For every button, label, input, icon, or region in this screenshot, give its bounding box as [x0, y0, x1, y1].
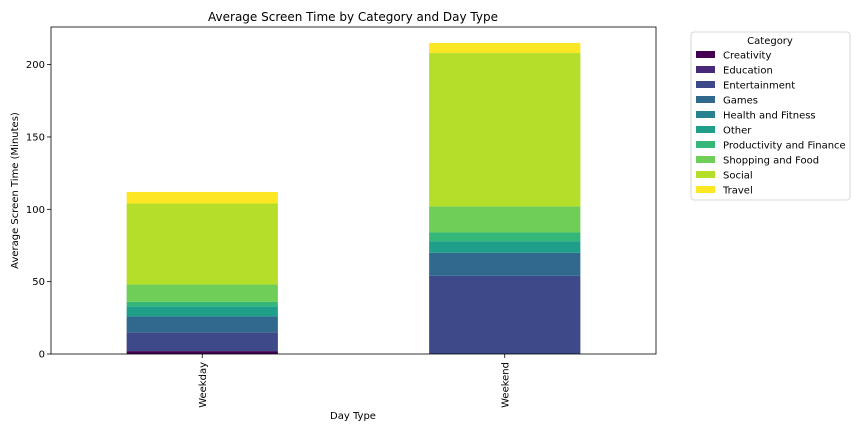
legend-swatch-creativity — [696, 51, 715, 58]
bar-weekday-productivity-and-finance — [126, 301, 278, 307]
legend-items: Creativity Education Entertainment Games Hea… — [696, 51, 846, 197]
bar-weekend-travel — [429, 42, 581, 54]
legend-label-creativity: Creativity — [723, 51, 771, 62]
legend-swatch-shopping-and-food — [696, 156, 715, 163]
legend-label-shopping-and-food: Shopping and Food — [723, 156, 819, 167]
y-tick-label-50: 50 — [32, 277, 45, 288]
legend-swatch-education — [696, 66, 715, 73]
chart-title: Average Screen Time by Category and Day … — [208, 10, 498, 24]
bar-weekend-games — [429, 252, 581, 276]
y-axis-label: Average Screen Time (Minutes) — [10, 112, 21, 269]
legend: Category Creativity Education Entertainmen… — [690, 31, 851, 201]
legend-label-travel: Travel — [722, 186, 753, 197]
legend-label-social: Social — [723, 171, 753, 182]
x-tick-label-weekday: Weekday — [198, 362, 209, 408]
legend-label-entertainment: Entertainment — [723, 81, 795, 92]
legend-swatch-social — [696, 171, 715, 178]
legend-label-education: Education — [723, 66, 773, 77]
bar-weekday-social — [126, 203, 278, 285]
bar-weekday-shopping-and-food — [126, 284, 278, 302]
bar-weekday-creativity — [126, 351, 278, 354]
bar-weekday-other — [126, 306, 278, 317]
y-tick-label-150: 150 — [26, 132, 45, 143]
legend-swatch-travel — [696, 186, 715, 193]
bar-weekday-entertainment — [126, 332, 278, 352]
legend-label-other: Other — [723, 126, 752, 137]
bar-weekend-other — [429, 241, 581, 253]
y-axis: 0 50 100 150 200 — [26, 60, 51, 361]
x-axis-label: Day Type — [330, 411, 376, 422]
legend-title: Category — [747, 36, 793, 47]
bar-weekend-social — [429, 53, 581, 207]
legend-label-games: Games — [723, 96, 758, 107]
legend-label-health-and-fitness: Health and Fitness — [723, 111, 816, 122]
y-tick-label-100: 100 — [26, 205, 45, 216]
y-tick-label-0: 0 — [39, 350, 45, 361]
bars-group — [126, 42, 581, 354]
bar-weekday-games — [126, 316, 278, 333]
bar-weekend-shopping-and-food — [429, 206, 581, 233]
legend-swatch-entertainment — [696, 81, 715, 88]
legend-swatch-other — [696, 126, 715, 133]
legend-label-productivity-and-finance: Productivity and Finance — [723, 141, 846, 152]
bar-weekday-travel — [126, 191, 278, 204]
bar-weekend-productivity-and-finance — [429, 232, 581, 242]
legend-frame — [690, 31, 851, 201]
legend-swatch-games — [696, 96, 715, 103]
plot-frame — [50, 26, 657, 355]
bar-weekend-entertainment — [429, 275, 581, 354]
legend-swatch-productivity-and-finance — [696, 141, 715, 148]
x-tick-label-weekend: Weekend — [500, 362, 511, 408]
legend-swatch-health-and-fitness — [696, 111, 715, 118]
y-tick-label-200: 200 — [26, 60, 45, 71]
x-axis: Weekday Weekend — [198, 354, 511, 408]
